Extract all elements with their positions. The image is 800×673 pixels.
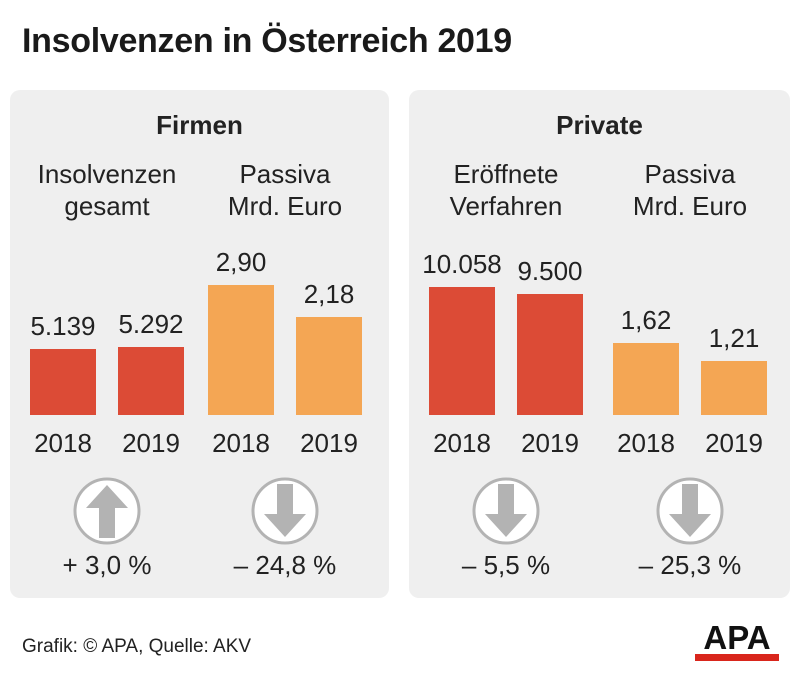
apa-logo: APA [695,619,779,661]
panel-heading-private: Private [556,110,643,140]
bar-value-label: 2,18 [303,279,355,310]
change-percentage: – 24,8 % [233,550,337,580]
bar-private-2-2018 [429,287,495,415]
change-percentage: – 25,3 % [638,550,742,580]
x-tick-label: 2018 [34,428,92,458]
chart-2-title: Eröffnete Verfahren [416,158,596,222]
apa-logo-bar [695,654,779,661]
chart-1-title-line-0: Passiva [239,159,331,189]
panel-heading-firmen: Firmen [156,110,243,140]
bar-firmen-1-2018 [208,285,274,415]
change-percentage: + 3,0 % [62,550,152,580]
bar-value-label: 1,21 [708,323,760,354]
page-title: Insolvenzen in Österreich 2019 [22,22,512,60]
bar-private-3-2019 [701,361,767,415]
bar-value-label: 5.139 [30,311,96,341]
x-tick-label: 2019 [521,428,579,458]
chart-2-title-line-0: Eröffnete [453,159,559,189]
bar-private-2-2019 [517,294,583,415]
x-tick-label: 2019 [122,428,180,458]
chart-0-title-line-1: gesamt [64,191,150,221]
x-tick-label: 2018 [617,428,675,458]
chart-1-title-line-1: Mrd. Euro [227,191,343,221]
apa-logo-text: APA [703,619,770,656]
bar-value-label: 1,62 [620,305,672,335]
bar-value-label: 10.058 [422,249,502,279]
chart-3-title-line-1: Mrd. Euro [632,191,748,221]
x-tick-label: 2019 [300,428,358,458]
chart-0-title-line-0: Insolvenzen [37,159,177,189]
x-tick-label: 2019 [705,428,763,458]
x-tick-label: 2018 [212,428,270,458]
arrow-down-icon [472,477,540,545]
bar-firmen-1-2019 [296,317,362,415]
arrow-up-icon [73,477,141,545]
source-credit: Grafik: © APA, Quelle: AKV [22,636,252,657]
chart-3-title-line-0: Passiva [644,159,736,189]
chart-2-title-line-1: Verfahren [449,191,563,221]
chart-3-title: Passiva Mrd. Euro [600,158,780,222]
chart-1-title: Passiva Mrd. Euro [195,158,375,222]
arrow-down-icon [656,477,724,545]
arrow-down-icon [251,477,319,545]
x-tick-label: 2018 [433,428,491,458]
change-percentage: – 5,5 % [461,550,551,580]
bar-firmen-0-2018 [30,349,96,415]
bar-value-label: 9.500 [517,256,583,287]
bar-private-3-2018 [613,343,679,415]
bar-value-label: 2,90 [215,247,267,277]
chart-0-title: Insolvenzen gesamt [17,158,197,222]
bar-value-label: 5.292 [118,309,184,340]
bar-firmen-0-2019 [118,347,184,415]
